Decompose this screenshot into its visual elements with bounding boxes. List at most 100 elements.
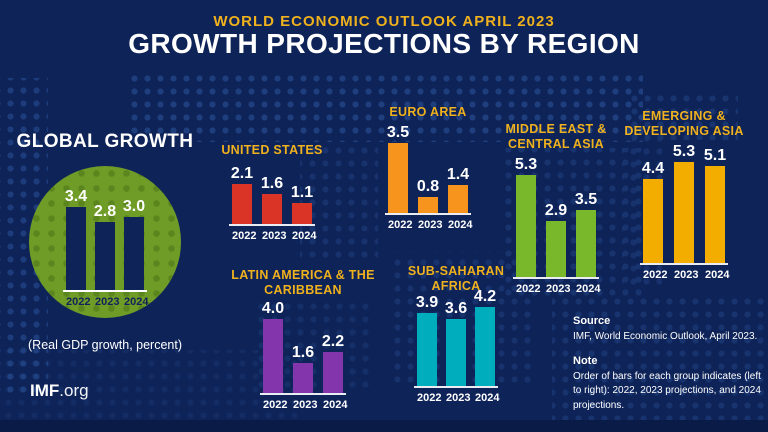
year-label: 2022 <box>388 219 413 231</box>
bar-2022 <box>388 143 408 213</box>
bar-column: 3.4 <box>64 188 88 290</box>
bar-value-label: 2.8 <box>93 203 117 220</box>
chart-sub-saharan-africa: SUB-SAHARAN AFRICA 3.9 3.6 4.2 2022 2023 2024 <box>405 264 507 404</box>
bar-2023 <box>446 319 466 386</box>
year-labels: 2022 2023 2024 <box>405 392 507 404</box>
units-caption: (Real GDP growth, percent) <box>28 338 182 352</box>
chart-baseline <box>640 263 728 265</box>
year-label: 2023 <box>293 399 318 411</box>
bar-value-label: 1.4 <box>446 166 470 183</box>
bar-2024 <box>448 185 468 213</box>
bar-value-label: 3.0 <box>122 198 146 215</box>
year-label: 2022 <box>66 296 91 308</box>
chart-baseline <box>513 277 599 279</box>
bar-column: 3.6 <box>444 300 468 386</box>
year-labels: 2022 2023 2024 <box>377 219 479 231</box>
chart-baseline <box>260 393 346 395</box>
chart-baseline <box>229 224 315 226</box>
bar-value-label: 3.5 <box>386 124 410 141</box>
year-label: 2023 <box>674 269 699 281</box>
bar-column: 3.0 <box>122 198 146 290</box>
bar-value-label: 5.3 <box>514 156 538 173</box>
bar-2024 <box>475 307 495 386</box>
year-label: 2022 <box>232 230 257 242</box>
chart-middle-east-central-asia: MIDDLE EAST & CENTRAL ASIA 5.3 2.9 3.5 2022 20… <box>505 122 607 295</box>
bar-value-label: 2.1 <box>230 165 254 182</box>
year-labels: 2022 2023 2024 <box>53 296 157 308</box>
bar-2023 <box>293 363 313 393</box>
bar-2024 <box>323 352 343 393</box>
bar-column: 3.5 <box>574 191 598 277</box>
year-label: 2023 <box>446 392 471 404</box>
chart-united-states: UNITED STATES 2.1 1.6 1.1 2022 2023 2024 <box>221 143 323 242</box>
year-label: 2023 <box>262 230 287 242</box>
year-label: 2022 <box>643 269 668 281</box>
bar-column: 2.9 <box>544 202 568 277</box>
bar-value-label: 5.3 <box>672 143 696 160</box>
page-title: GROWTH PROJECTIONS BY REGION <box>128 28 640 59</box>
year-label: 2022 <box>263 399 288 411</box>
bar-value-label: 1.6 <box>260 175 284 192</box>
bar-column: 1.6 <box>291 344 315 393</box>
bar-column: 2.2 <box>322 333 344 393</box>
bar-value-label: 3.5 <box>574 191 598 208</box>
bars-group: 4.0 1.6 2.2 <box>252 300 354 393</box>
chart-title: MIDDLE EAST & CENTRAL ASIA <box>505 122 607 151</box>
bar-2024 <box>124 217 144 290</box>
bars-group: 4.4 5.3 5.1 <box>633 143 735 263</box>
imf-logo: IMF.org <box>30 381 89 401</box>
note-text: Order of bars for each group indicates (… <box>573 370 761 411</box>
bar-2023 <box>546 221 566 277</box>
bar-value-label: 0.8 <box>416 178 440 195</box>
bar-2022 <box>66 207 86 290</box>
year-labels: 2022 2023 2024 <box>505 283 607 295</box>
bar-column: 4.4 <box>642 160 664 263</box>
bottom-band <box>0 420 768 432</box>
bars-group: 5.3 2.9 3.5 <box>505 156 607 277</box>
year-labels: 2022 2023 2024 <box>221 230 323 242</box>
bar-value-label: 5.1 <box>703 147 727 164</box>
year-label: 2023 <box>546 283 571 295</box>
year-label: 2022 <box>417 392 442 404</box>
year-label: 2023 <box>418 219 443 231</box>
bar-column: 0.8 <box>416 178 440 213</box>
year-label: 2024 <box>292 230 317 242</box>
global-growth-title: GLOBAL GROWTH <box>16 131 194 152</box>
bar-value-label: 1.1 <box>290 184 314 201</box>
chart-baseline <box>385 213 471 215</box>
chart-title: EMERGING & DEVELOPING ASIA <box>624 109 744 138</box>
bar-value-label: 2.9 <box>544 202 568 219</box>
chart-euro-area: EURO AREA 3.5 0.8 1.4 2022 2023 2024 <box>377 105 479 231</box>
bar-2023 <box>262 194 282 224</box>
bar-value-label: 3.9 <box>415 294 439 311</box>
bar-value-label: 3.4 <box>64 188 88 205</box>
year-label: 2022 <box>516 283 541 295</box>
bars-group: 3.4 2.8 3.0 <box>53 188 157 290</box>
report-kicker: WORLD ECONOMIC OUTLOOK APRIL 2023 <box>213 13 555 30</box>
chart-baseline <box>63 290 147 292</box>
bar-column: 1.1 <box>290 184 314 224</box>
imf-logo-bold: IMF <box>30 381 60 400</box>
bar-column: 3.5 <box>386 124 410 213</box>
chart-title: SUB-SAHARAN AFRICA <box>407 264 505 293</box>
chart-title: LATIN AMERICA & THE CARIBBEAN <box>231 268 375 297</box>
year-label: 2024 <box>705 269 730 281</box>
bar-value-label: 3.6 <box>444 300 468 317</box>
note-label: Note <box>573 354 598 367</box>
imf-logo-suffix: .org <box>59 381 89 400</box>
bar-2022 <box>232 184 252 224</box>
bar-2023 <box>418 197 438 213</box>
bar-2024 <box>576 210 596 277</box>
bar-column: 1.6 <box>260 175 284 224</box>
chart-title: EURO AREA <box>389 105 467 119</box>
chart-emerging-developing-asia: EMERGING & DEVELOPING ASIA 4.4 5.3 5.1 2022 20… <box>624 109 743 281</box>
bar-value-label: 4.0 <box>261 300 285 317</box>
chart-global-growth: 3.4 2.8 3.0 2022 2023 2024 <box>53 180 157 308</box>
bar-column: 5.1 <box>703 147 727 263</box>
bar-2022 <box>417 313 437 386</box>
chart-latin-america-caribbean: LATIN AMERICA & THE CARIBBEAN 4.0 1.6 2.2 202… <box>231 268 374 411</box>
bar-column: 1.4 <box>446 166 470 213</box>
bar-2023 <box>674 162 694 263</box>
bar-value-label: 1.6 <box>291 344 315 361</box>
